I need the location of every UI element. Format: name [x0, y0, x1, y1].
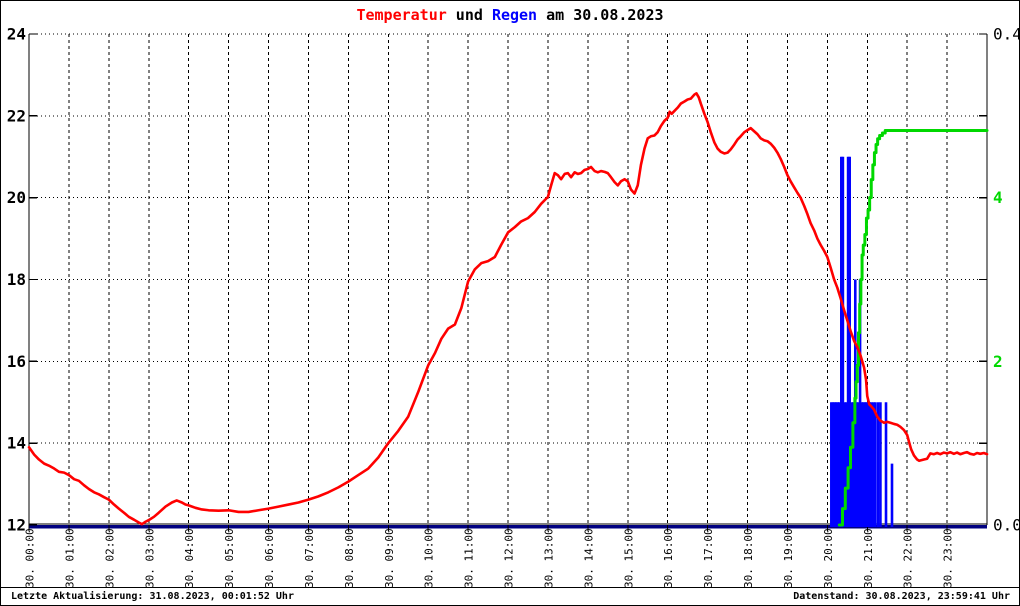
rain-bar: [841, 156, 845, 527]
right-axis-rain-min-label: 0.0: [993, 516, 1020, 535]
x-axis-label: 30. 21:00: [862, 528, 875, 588]
rain-bar: [884, 402, 888, 527]
left-axis-label: 14: [7, 434, 26, 453]
rain-bar: [848, 156, 851, 527]
status-bar: Letzte Aktualisierung: 31.08.2023, 00:01…: [1, 587, 1019, 605]
x-axis-label: 30. 08:00: [343, 528, 356, 588]
rain-bar: [860, 402, 863, 527]
rain-bar: [863, 402, 867, 527]
left-axis-label: 24: [7, 25, 26, 44]
x-axis-label: 30. 03:00: [143, 528, 156, 588]
x-axis-label: 30. 13:00: [542, 528, 555, 588]
rain-bar: [830, 402, 833, 527]
x-axis-label: 30. 01:00: [63, 528, 76, 588]
x-axis-label: 30. 09:00: [383, 528, 396, 588]
title-segment-2: Regen: [491, 6, 538, 24]
rain-bar: [857, 402, 860, 527]
rain-bar: [845, 402, 848, 527]
rain-bar: [836, 402, 840, 527]
rain-bar: [851, 402, 855, 527]
rain-bar: [843, 402, 847, 527]
x-axis-label: 30. 05:00: [223, 528, 236, 588]
chart-title: Temperatur und Regen am 30.08.2023: [1, 6, 1019, 24]
rain-bar: [861, 402, 865, 527]
left-axis-label: 20: [7, 188, 26, 207]
x-axis-label: 30. 07:00: [303, 528, 316, 588]
x-axis-label: 30. 02:00: [103, 528, 116, 588]
rain-bar: [876, 402, 880, 527]
right-axis-rain-max-label: 0.4: [993, 25, 1020, 44]
rain-bar: [858, 279, 862, 527]
status-last-update: Letzte Aktualisierung: 31.08.2023, 00:01…: [11, 591, 294, 602]
rain-bar: [871, 402, 875, 527]
rain-bar: [840, 156, 843, 527]
x-axis-label: 30. 18:00: [742, 528, 755, 588]
rain-bar: [838, 402, 841, 527]
x-axis-label: 30. 04:00: [183, 528, 196, 588]
rain-bar: [866, 402, 870, 527]
rain-bar: [834, 402, 838, 527]
rain-bar: [865, 402, 868, 527]
x-axis-label: 30. 00:00: [24, 528, 37, 588]
rain-bar: [833, 402, 836, 527]
status-data-timestamp: Datenstand: 30.08.2023, 23:59:41 Uhr: [793, 591, 1010, 602]
rain-bar: [846, 156, 850, 527]
rain-bar: [831, 402, 835, 527]
rain-bar: [869, 402, 873, 527]
rain-bar: [868, 402, 871, 527]
x-axis-label: 30. 14:00: [582, 528, 595, 588]
rain-bar: [879, 402, 882, 527]
rain-bar: [855, 402, 859, 527]
right-axis-sum-label: 4: [993, 188, 1003, 207]
left-axis-label: 16: [7, 352, 26, 371]
left-axis-label: 22: [7, 106, 26, 125]
x-axis-label: 30. 11:00: [463, 528, 476, 588]
left-axis-label: 18: [7, 270, 26, 289]
title-segment-0: Temperatur: [356, 6, 447, 24]
x-axis-label: 30. 23:00: [942, 528, 955, 588]
x-axis-label: 30. 20:00: [822, 528, 835, 588]
left-axis-label: 12: [7, 516, 26, 535]
x-axis-label: 30. 19:00: [782, 528, 795, 588]
x-axis-label: 30. 06:00: [263, 528, 276, 588]
x-axis-label: 30. 17:00: [702, 528, 715, 588]
x-axis-label: 30. 16:00: [662, 528, 675, 588]
x-axis-label: 30. 10:00: [423, 528, 436, 588]
chart-plot-area: 12 14 16 18 20 22 24 2 4 0.4 0.0 30. 00:00 30. 01:00…: [1, 1, 1020, 589]
x-axis-label: 30. 22:00: [902, 528, 915, 588]
title-segment-3: am 30.08.2023: [537, 6, 664, 24]
rain-bar: [890, 463, 894, 528]
title-segment-1: und: [446, 6, 492, 24]
x-axis-label: 30. 12:00: [503, 528, 516, 588]
x-axis-label: 30. 15:00: [622, 528, 635, 588]
rain-sum-line: [837, 129, 989, 527]
rain-bar: [873, 402, 877, 527]
temperature-line: [27, 92, 989, 526]
right-axis-sum-label: 2: [993, 352, 1003, 371]
